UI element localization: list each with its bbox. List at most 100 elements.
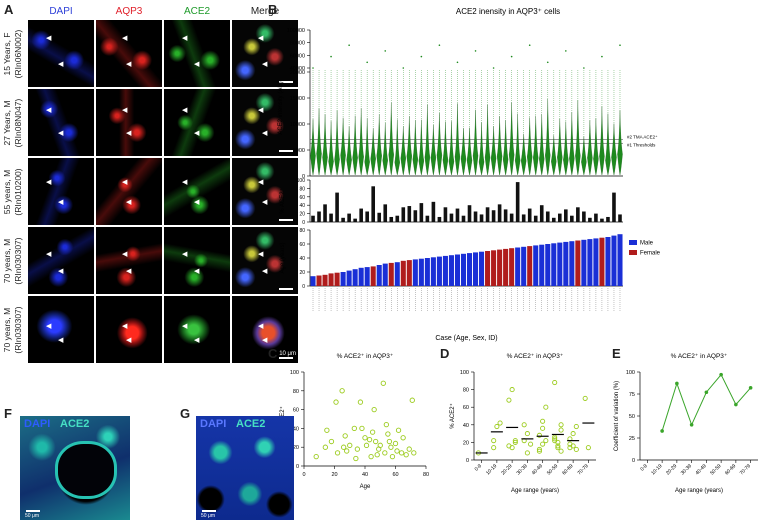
image-tile: ◀ ◀ [28,20,94,87]
violin-shape [508,102,515,176]
age-bar [515,247,521,286]
percent-bar [618,214,622,222]
scatter-point [342,433,348,439]
x-tick-label: 50-59 [546,463,559,476]
scatter-point [540,441,546,447]
panel-b-chart: ACE2 inensity in AQP3⁺ cells 05000100001… [278,8,661,342]
violin-shape [382,122,388,176]
scatter-point [362,435,368,441]
panel-f-ace2-label: ACE2 [60,418,90,430]
percent-bar [437,216,442,222]
violin-shape [424,104,431,176]
scale-bar [279,288,293,290]
panel-f-dapi-label: DAPI [24,418,51,430]
percent-bar [377,212,382,222]
scatter-point [543,404,549,410]
chart-title: % ACE2⁺ in AQP3⁺ [507,353,564,360]
image-tile: ◀ ◀ [96,20,162,87]
age-bar [454,254,460,286]
violin-shape [310,119,316,176]
arrow-marker: ◀ [258,107,264,114]
age-bar [412,259,418,286]
percent-bar [539,205,544,222]
x-tick-label: 60-69 [724,463,737,476]
y-tick-label: 100 [290,370,299,376]
violin-legend-item: #1 Thresholds [627,142,656,147]
y-tick-label: 100 [460,370,469,376]
panel-g-dapi-label: DAPI [200,418,227,430]
violin-shape [617,110,623,176]
y-tick-label: 0 [302,220,305,226]
violin-shape [346,126,352,176]
image-tile: ◀ ◀ [96,296,162,363]
age-bar [466,253,473,286]
percent-bar [329,213,333,222]
image-tile: ◀ ◀ [96,227,162,294]
panel-c-label: C [268,346,278,361]
age-y-label: Age (years) [280,242,286,273]
row-label-line1: 27 Years, M [2,100,12,146]
violin-shape [557,118,563,176]
y-tick-label: 60000 [290,53,305,59]
scatter-point [359,425,365,432]
scatter-point [380,380,386,386]
age-bar [436,256,442,286]
x-axis-label: Age range (years) [675,488,723,494]
percent-bar [407,206,412,222]
x-tick-label: 0-9 [639,463,649,473]
violin-shape [575,100,581,176]
row-label-line2: (RIn010200) [13,168,23,216]
arrow-marker: ◀ [126,130,132,137]
chart-title: % ACE2⁺ in AQP3⁺ [671,353,728,360]
violin-outlier-point [619,44,621,46]
violin-outlier-point [583,67,585,69]
scatter-point [509,387,515,393]
percent-bar [323,204,327,222]
age-bar [575,240,581,286]
scatter-point [313,453,319,460]
age-bar [527,246,533,286]
scatter-point [536,446,542,452]
arrow-marker: ◀ [126,61,132,68]
y-tick-label: 5000 [293,148,305,154]
percent-bar [317,211,321,222]
legend-swatch-female [629,250,637,255]
percent-bar [503,209,508,222]
scatter-point [354,446,361,452]
x-tick-label: 0 [302,472,305,478]
violin-shape [352,115,358,176]
age-bar [599,237,605,286]
age-bar [370,266,376,286]
age-bar [328,273,334,286]
x-tick-label: 40-49 [531,463,544,476]
y-tick-label: 0 [302,284,305,290]
age-bar [611,235,617,286]
age-bar [605,237,611,286]
panel-d-chart: % ACE2⁺ in AQP3⁺ 0 20 40 60 80 100 % ACE2⁺ Age r… [449,353,596,494]
violin-shape [514,113,521,176]
cv-point [675,381,679,386]
row-label-line2: (RIn06N002) [13,29,23,79]
scatter-point [392,440,399,447]
violin-shape [593,118,599,176]
violin-shape [430,125,437,176]
percent-bar [527,208,532,222]
arrow-marker: ◀ [122,107,128,114]
arrow-marker: ◀ [262,337,268,344]
percent-y-label: % ACE2⁺ [279,188,286,214]
x-tick-label: 30-39 [680,463,693,476]
image-tile: ◀ ◀ [164,89,230,156]
percent-bar [389,216,394,222]
cv-point [704,390,709,395]
violin-shape [521,133,527,176]
age-bar [352,269,358,286]
age-bar [563,241,569,286]
violin-shape [400,126,406,176]
percent-bar [473,211,478,222]
scatter-point [369,429,376,435]
scatter-point [406,446,412,452]
age-bar [593,238,599,286]
violin-shape [539,113,545,176]
y-tick-label: 60 [299,195,305,201]
arrow-marker: ◀ [122,35,128,42]
